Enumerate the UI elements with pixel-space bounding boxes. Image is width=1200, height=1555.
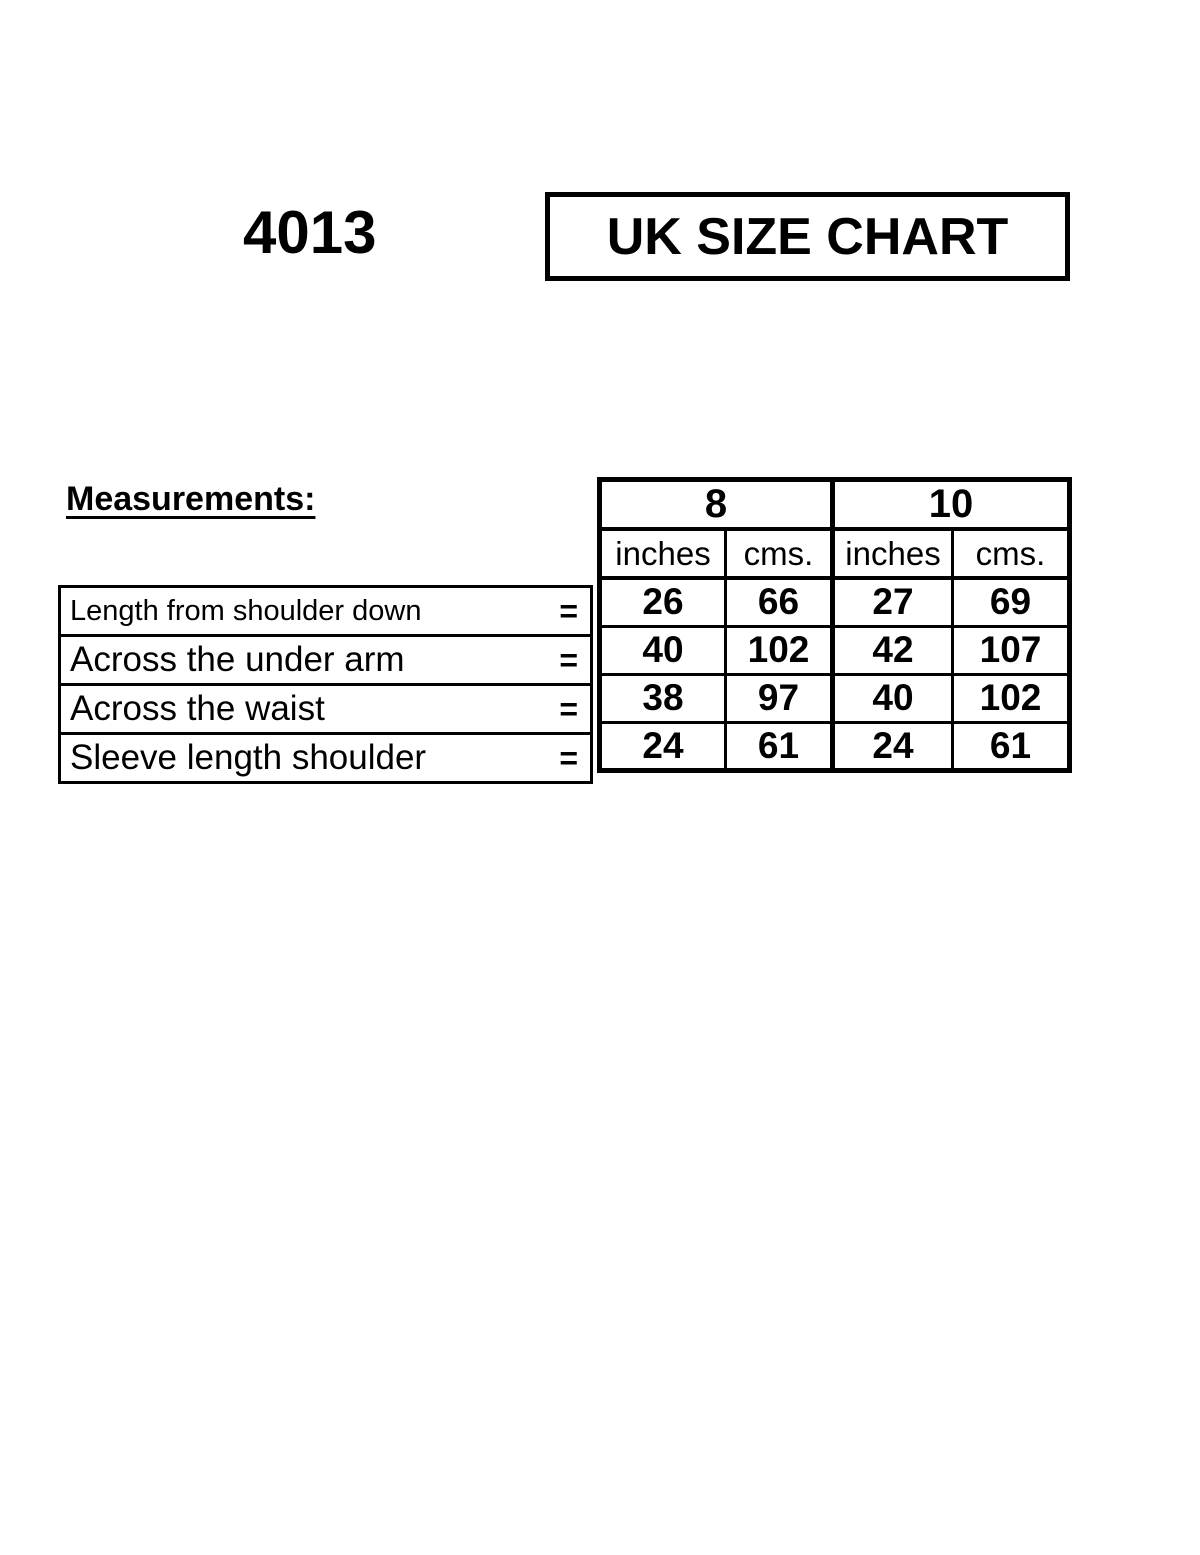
unit-header-row: inches cms. inches cms.: [598, 527, 1071, 580]
size-value-cell: 27: [830, 576, 954, 628]
size-value-cell: 69: [951, 576, 1071, 628]
table-row: 38 97 40 102: [598, 672, 1071, 724]
measurement-label: Across the under arm: [58, 634, 530, 686]
size-value-cell: 102: [724, 624, 834, 676]
table-row: Sleeve length shoulder =: [58, 732, 593, 784]
size-value-cell: 61: [951, 720, 1071, 772]
measurement-labels-table: Length from shoulder down = Across the u…: [58, 585, 593, 784]
equals-sign: =: [529, 683, 593, 735]
equals-sign: =: [529, 732, 593, 784]
table-row: 26 66 27 69: [598, 576, 1071, 628]
page-title: UK SIZE CHART: [606, 207, 1009, 266]
table-row: 40 102 42 107: [598, 624, 1071, 676]
size-header-row: 8 10: [598, 478, 1071, 531]
unit-header: cms.: [951, 527, 1071, 580]
size-value-cell: 24: [598, 720, 727, 772]
size-value-cell: 24: [830, 720, 954, 772]
size-value-cell: 26: [598, 576, 727, 628]
title-box: UK SIZE CHART: [545, 192, 1070, 281]
size-header-8: 8: [598, 478, 834, 531]
size-value-cell: 40: [830, 672, 954, 724]
size-value-cell: 66: [724, 576, 834, 628]
measurement-label: Length from shoulder down: [58, 585, 530, 637]
measurement-label: Across the waist: [58, 683, 530, 735]
size-header-10: 10: [830, 478, 1071, 531]
measurements-heading: Measurements:: [66, 480, 316, 518]
size-value-cell: 42: [830, 624, 954, 676]
table-row: Length from shoulder down =: [58, 585, 593, 637]
measurement-label: Sleeve length shoulder: [58, 732, 530, 784]
size-value-cell: 97: [724, 672, 834, 724]
size-value-cell: 107: [951, 624, 1071, 676]
table-row: Across the waist =: [58, 683, 593, 735]
size-value-cell: 102: [951, 672, 1071, 724]
unit-header: inches: [830, 527, 954, 580]
unit-header: inches: [598, 527, 727, 580]
size-value-cell: 40: [598, 624, 727, 676]
product-code: 4013: [243, 199, 377, 266]
size-values-table: 8 10 inches cms. inches cms. 26 66 27 69…: [597, 477, 1072, 773]
table-row: Across the under arm =: [58, 634, 593, 686]
table-row: 24 61 24 61: [598, 720, 1071, 772]
size-value-cell: 38: [598, 672, 727, 724]
size-value-cell: 61: [724, 720, 834, 772]
unit-header: cms.: [724, 527, 834, 580]
equals-sign: =: [529, 634, 593, 686]
equals-sign: =: [529, 585, 593, 637]
